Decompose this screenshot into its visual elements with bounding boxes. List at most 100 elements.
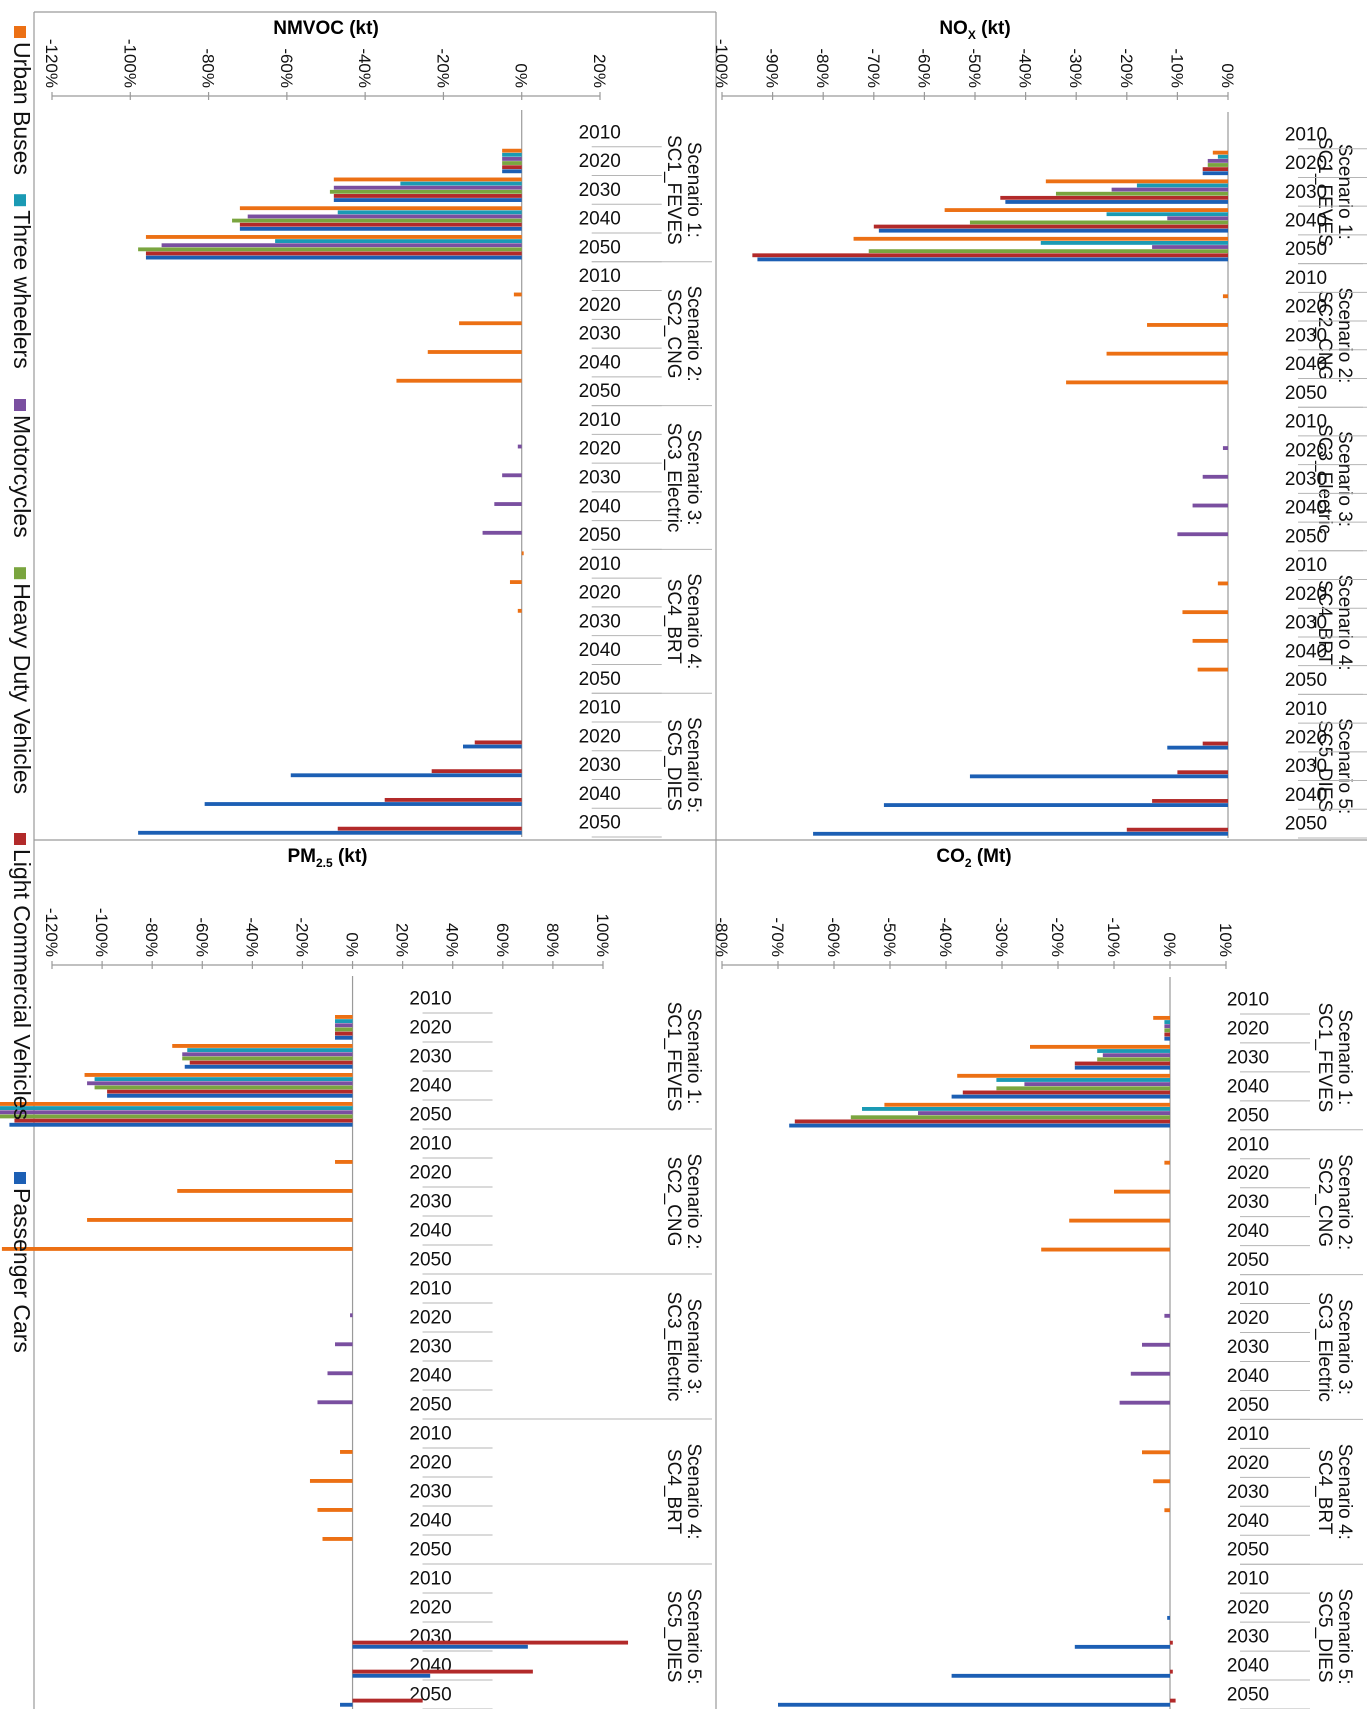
bar-light-commercial-vehicles <box>352 1640 629 1645</box>
bar-motorcycles <box>1102 1053 1170 1058</box>
bar-motorcycles <box>161 243 522 248</box>
bar-passenger-cars <box>1074 1644 1170 1649</box>
year-label: 2020 <box>579 439 621 460</box>
bar-three-wheelers <box>996 1078 1170 1082</box>
bar-light-commercial-vehicles <box>239 222 522 227</box>
panel-title-subscript: 2.5 <box>316 856 333 870</box>
panel-nox: NOX (kt) -100% -90% -80% -70% -60% -50% -40% -30… <box>712 18 1367 839</box>
year-label: 2050 <box>1227 1540 1269 1561</box>
bar-three-wheelers <box>1136 183 1228 188</box>
scenario-label: Scenario 2:SC2_CNG <box>1314 1154 1355 1250</box>
bar-three-wheelers <box>0 1106 353 1111</box>
bar-heavy-duty-vehicles <box>850 1115 1170 1120</box>
scenario-label: Scenario 4:SC4_BRT <box>1314 575 1355 671</box>
bar-urban-buses <box>957 1073 1170 1078</box>
value-tick-label: -90% <box>763 48 782 88</box>
year-label: 2030 <box>579 180 621 201</box>
scenario-label: Scenario 1:SC1_FEVES <box>663 135 704 245</box>
year-label: 2040 <box>579 352 621 373</box>
year-label: 2050 <box>409 1250 451 1271</box>
year-label: 2010 <box>1227 989 1269 1010</box>
bar-heavy-duty-vehicles <box>335 1027 353 1032</box>
bar-passenger-cars <box>335 1035 353 1040</box>
bar-urban-buses <box>502 148 522 153</box>
year-label: 2010 <box>409 989 451 1010</box>
bar-urban-buses <box>517 608 522 613</box>
bar-passenger-cars <box>1005 200 1228 204</box>
bar-passenger-cars <box>204 802 522 806</box>
scenario-label-line2: SC4_BRT <box>1314 580 1335 666</box>
bar-motorcycles <box>247 214 522 219</box>
bar-motorcycles <box>1164 1024 1170 1029</box>
year-label: 2050 <box>579 525 621 546</box>
bar-three-wheelers <box>187 1048 353 1053</box>
bar-urban-buses <box>172 1044 353 1048</box>
bar-passenger-cars <box>1164 1036 1170 1041</box>
bar-motorcycles <box>502 473 522 478</box>
year-label: 2030 <box>409 1047 451 1068</box>
value-tick-label: -10% <box>1167 48 1186 88</box>
panel-title-tail: (kt) <box>976 18 1011 39</box>
year-label: 2020 <box>579 151 621 172</box>
year-label: 2020 <box>1285 584 1327 605</box>
bar-passenger-cars <box>951 1094 1170 1099</box>
bar-urban-buses <box>340 1450 353 1454</box>
panel-title-main: NO <box>939 18 968 39</box>
year-label: 2020 <box>1227 1453 1269 1474</box>
year-label: 2030 <box>579 755 621 776</box>
value-tick-label: -40% <box>355 48 374 88</box>
bar-urban-buses <box>0 1102 353 1106</box>
year-label: 2030 <box>579 468 621 489</box>
year-label: 2030 <box>1285 756 1327 777</box>
value-tick-label: -50% <box>965 48 984 88</box>
bar-light-commercial-vehicles <box>352 1669 533 1674</box>
scenario-label-line1: Scenario 2: <box>1334 1154 1355 1250</box>
bar-motorcycles <box>1142 1342 1170 1347</box>
scenario-label-line2: SC4_BRT <box>663 1449 684 1535</box>
year-label: 2010 <box>1285 412 1327 433</box>
bar-urban-buses <box>1222 294 1228 299</box>
bar-light-commercial-vehicles <box>474 740 522 745</box>
bar-motorcycles <box>333 185 522 190</box>
value-tick-label: 0% <box>512 63 531 88</box>
year-label: 2040 <box>1227 1076 1269 1097</box>
year-label: 2020 <box>1227 1308 1269 1329</box>
bar-passenger-cars <box>239 226 522 231</box>
year-label: 2050 <box>1227 1395 1269 1416</box>
panel-title-main: CO <box>936 846 965 867</box>
value-tick-label: -30% <box>992 917 1011 957</box>
bar-urban-buses <box>1041 1247 1170 1252</box>
bar-passenger-cars <box>778 1702 1170 1707</box>
bar-passenger-cars <box>1202 171 1228 176</box>
bar-urban-buses <box>1217 581 1228 586</box>
bar-light-commercial-vehicles <box>1177 770 1228 775</box>
bar-passenger-cars <box>757 257 1228 262</box>
bar-motorcycles <box>1177 532 1228 537</box>
panel-nmvoc: NMVOC (kt) -120% -100% -80% -60% -40% -20% 0% 20… <box>42 18 712 838</box>
scenario-label-line1: Scenario 3: <box>1334 1299 1355 1395</box>
bar-light-commercial-vehicles <box>431 769 522 774</box>
year-label: 2040 <box>1285 641 1327 662</box>
year-label: 2030 <box>1285 182 1327 203</box>
bar-three-wheelers <box>1106 212 1228 217</box>
year-label: 2030 <box>1285 325 1327 346</box>
bar-urban-buses <box>322 1537 353 1541</box>
bar-urban-buses <box>1 1247 353 1251</box>
value-tick-label: -20% <box>292 917 311 957</box>
value-tick-label: -60% <box>824 917 843 957</box>
value-tick-label: -40% <box>1016 48 1035 88</box>
scenario-label: Scenario 2:SC2_CNG <box>663 286 704 382</box>
bar-urban-buses <box>1142 1450 1170 1455</box>
bar-passenger-cars <box>145 255 522 260</box>
bar-urban-buses <box>335 1015 353 1019</box>
bar-urban-buses <box>513 292 522 297</box>
year-label: 2020 <box>409 1308 451 1329</box>
bar-passenger-cars <box>107 1093 353 1098</box>
year-label: 2040 <box>579 784 621 805</box>
scenario-label: Scenario 4:SC4_BRT <box>663 1443 704 1539</box>
bar-urban-buses <box>521 551 524 556</box>
bar-motorcycles <box>1207 158 1228 163</box>
year-label: 2030 <box>579 611 621 632</box>
bar-motorcycles <box>327 1371 353 1376</box>
